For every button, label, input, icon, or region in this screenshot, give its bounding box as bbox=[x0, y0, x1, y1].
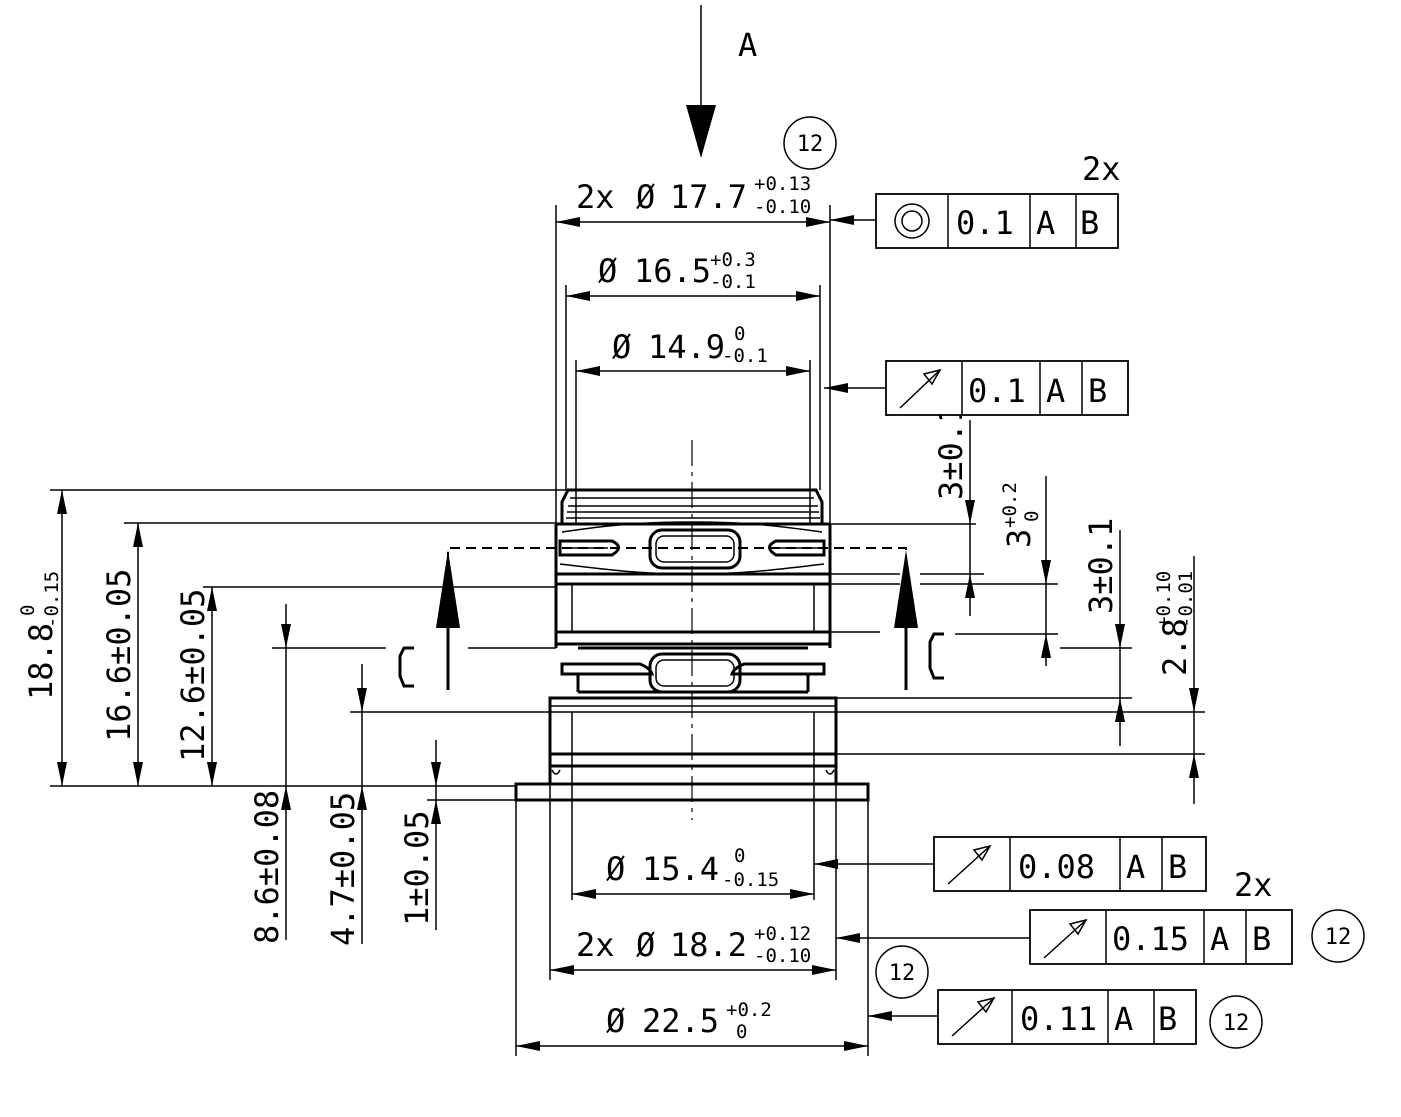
dim-height-18-8: 18.8 0 -0.15 bbox=[17, 490, 67, 786]
svg-text:+0.2: +0.2 bbox=[999, 482, 1021, 528]
svg-text:Ø: Ø bbox=[636, 926, 655, 964]
svg-text:12: 12 bbox=[1325, 925, 1352, 950]
svg-text:B: B bbox=[1080, 204, 1099, 242]
svg-text:-0.10: -0.10 bbox=[754, 945, 811, 967]
balloon-12: 12 bbox=[875, 945, 929, 999]
svg-text:3±0.1: 3±0.1 bbox=[1082, 518, 1120, 614]
svg-text:0: 0 bbox=[734, 845, 745, 867]
svg-text:A: A bbox=[1046, 372, 1065, 410]
svg-text:1±0.05: 1±0.05 bbox=[398, 810, 436, 926]
runout-arrow-icon bbox=[1043, 918, 1088, 959]
runout-arrow-icon bbox=[951, 996, 996, 1037]
svg-text:-0.01: -0.01 bbox=[1175, 571, 1197, 628]
section-line-c bbox=[398, 547, 944, 690]
svg-text:A: A bbox=[1036, 204, 1055, 242]
view-label: A bbox=[738, 26, 757, 64]
dim-height-12-6: 12.6±0.05 bbox=[174, 587, 217, 786]
svg-text:12.6±0.05: 12.6±0.05 bbox=[174, 589, 212, 762]
fcf-runout-0-1: 0.1 A B bbox=[824, 360, 1129, 416]
svg-text:4.7±0.05: 4.7±0.05 bbox=[324, 792, 362, 946]
svg-text:2.8: 2.8 bbox=[1156, 618, 1194, 676]
svg-text:-0.1: -0.1 bbox=[722, 345, 768, 367]
dim-height-1: 1±0.05 bbox=[398, 740, 441, 930]
balloon-12: 12 bbox=[1311, 909, 1365, 963]
dim-height-4-7: 4.7±0.05 bbox=[324, 664, 367, 946]
svg-text:18.8: 18.8 bbox=[22, 623, 60, 700]
svg-text:0.11: 0.11 bbox=[1020, 1000, 1097, 1038]
svg-text:2x: 2x bbox=[1082, 150, 1121, 188]
svg-text:18.2: 18.2 bbox=[670, 926, 747, 964]
svg-text:17.7: 17.7 bbox=[670, 178, 747, 216]
dim-height-16-6: 16.6±0.05 bbox=[100, 523, 143, 786]
dim-dia-15-4: Ø 15.4 0 -0.15 bbox=[572, 845, 814, 899]
fcf-concentricity: 2x 0.1 A B bbox=[830, 150, 1121, 249]
svg-text:Ø: Ø bbox=[612, 328, 631, 366]
svg-text:A: A bbox=[1126, 848, 1145, 886]
svg-text:Ø: Ø bbox=[636, 178, 655, 216]
concentricity-icon bbox=[894, 203, 930, 239]
svg-text:B: B bbox=[1168, 848, 1187, 886]
extension-lines bbox=[50, 205, 1205, 1056]
svg-text:+0.13: +0.13 bbox=[754, 173, 811, 195]
svg-text:-0.10: -0.10 bbox=[754, 196, 811, 218]
svg-text:0.08: 0.08 bbox=[1018, 848, 1095, 886]
svg-text:A: A bbox=[1114, 1000, 1133, 1038]
svg-text:+0.3: +0.3 bbox=[710, 249, 756, 271]
svg-text:12: 12 bbox=[889, 961, 916, 986]
dim-v-3a: 3±0.1 bbox=[932, 404, 975, 616]
svg-text:Ø: Ø bbox=[606, 1002, 625, 1040]
fcf-runout-0-08: 0.08 A B bbox=[814, 836, 1207, 892]
svg-text:22.5: 22.5 bbox=[642, 1002, 719, 1040]
svg-text:12: 12 bbox=[797, 132, 824, 157]
svg-text:Ø: Ø bbox=[606, 850, 625, 888]
view-arrow-a: A bbox=[686, 5, 757, 158]
svg-text:+0.10: +0.10 bbox=[1153, 571, 1175, 628]
fcf-runout-0-11: 0.11 A B bbox=[868, 989, 1197, 1045]
part-outline bbox=[514, 440, 870, 820]
svg-text:B: B bbox=[1158, 1000, 1177, 1038]
svg-text:A: A bbox=[1210, 920, 1229, 958]
svg-text:2x: 2x bbox=[1234, 866, 1273, 904]
svg-text:3: 3 bbox=[1000, 529, 1038, 548]
runout-arrow-icon bbox=[947, 844, 992, 885]
svg-text:-0.1: -0.1 bbox=[710, 271, 756, 293]
svg-text:8.6±0.08: 8.6±0.08 bbox=[248, 790, 286, 944]
svg-text:0: 0 bbox=[736, 1021, 747, 1043]
svg-text:+0.2: +0.2 bbox=[726, 999, 772, 1021]
dim-dia-16-5: Ø 16.5 +0.3 -0.1 bbox=[566, 249, 820, 301]
svg-text:3±0.1: 3±0.1 bbox=[932, 404, 970, 500]
svg-text:-0.15: -0.15 bbox=[41, 571, 63, 628]
svg-text:16.5: 16.5 bbox=[634, 252, 711, 290]
svg-text:0: 0 bbox=[1021, 511, 1043, 522]
svg-text:16.6±0.05: 16.6±0.05 bbox=[100, 569, 138, 742]
svg-text:B: B bbox=[1252, 920, 1271, 958]
dim-dia-14-9: Ø 14.9 0 -0.1 bbox=[576, 323, 810, 376]
balloon-12: 12 bbox=[1209, 995, 1263, 1049]
svg-text:0: 0 bbox=[734, 323, 745, 345]
balloon-12: 12 bbox=[783, 116, 837, 170]
svg-text:0.1: 0.1 bbox=[956, 204, 1014, 242]
svg-text:14.9: 14.9 bbox=[648, 328, 725, 366]
dim-height-8-6: 8.6±0.08 bbox=[248, 604, 291, 944]
svg-text:2x: 2x bbox=[576, 926, 615, 964]
svg-text:12: 12 bbox=[1223, 1011, 1250, 1036]
svg-text:+0.12: +0.12 bbox=[754, 923, 811, 945]
svg-text:2x: 2x bbox=[576, 178, 615, 216]
dim-dia-18-2: 2x Ø 18.2 +0.12 -0.10 bbox=[550, 923, 836, 975]
svg-text:-0.15: -0.15 bbox=[722, 869, 779, 891]
dim-v-3b: 3 +0.2 0 bbox=[999, 476, 1051, 666]
dim-v-3c: 3±0.1 bbox=[1082, 518, 1125, 746]
svg-text:0.15: 0.15 bbox=[1112, 920, 1189, 958]
svg-text:Ø: Ø bbox=[598, 252, 617, 290]
svg-text:0.1: 0.1 bbox=[968, 372, 1026, 410]
svg-text:15.4: 15.4 bbox=[642, 850, 719, 888]
fcf-runout-0-15: 2x 0.15 A B bbox=[836, 866, 1293, 965]
runout-arrow-icon bbox=[899, 368, 942, 409]
svg-text:B: B bbox=[1088, 372, 1107, 410]
dim-dia-17-7: 2x Ø 17.7 +0.13 -0.10 bbox=[556, 173, 830, 227]
dim-dia-22-5: Ø 22.5 +0.2 0 bbox=[516, 999, 868, 1051]
svg-text:0: 0 bbox=[17, 605, 39, 616]
dim-v-2-8: 2.8 +0.10 -0.01 bbox=[1153, 556, 1199, 804]
